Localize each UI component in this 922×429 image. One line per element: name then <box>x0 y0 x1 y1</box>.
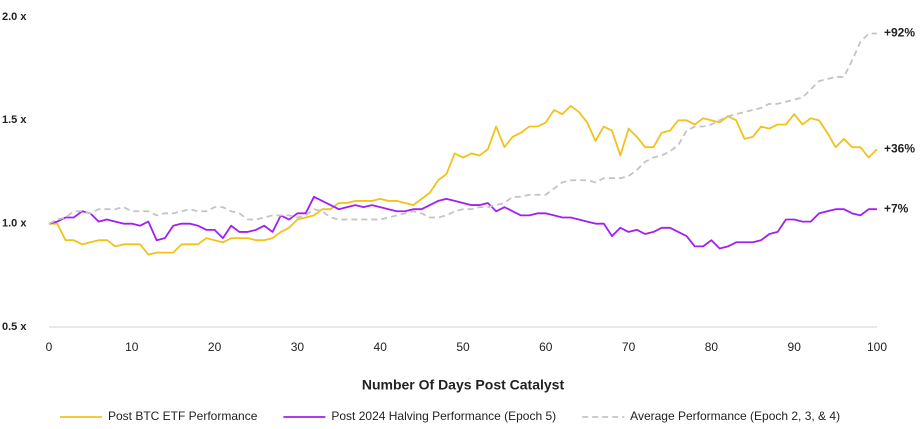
end-label: +7% <box>884 201 909 215</box>
x-tick-label: 50 <box>456 340 470 354</box>
x-tick-label: 10 <box>125 340 139 354</box>
x-tick-label: 90 <box>788 340 802 354</box>
x-tick-label: 20 <box>208 340 222 354</box>
x-tick-label: 80 <box>705 340 719 354</box>
x-tick-label: 40 <box>374 340 388 354</box>
y-tick-label: 1.0 x <box>2 218 27 230</box>
series-line <box>49 104 878 256</box>
end-label: +92% <box>884 26 915 40</box>
x-tick-label: 100 <box>867 340 887 354</box>
x-axis-title: Number Of Days Post Catalyst <box>362 377 565 393</box>
legend-label: Post 2024 Halving Performance (Epoch 5) <box>331 409 556 423</box>
y-tick-label: 1.5 x <box>2 114 27 126</box>
series-line <box>48 32 877 225</box>
series-line <box>48 195 877 250</box>
y-tick-label: 0.5 x <box>2 321 27 333</box>
x-tick-label: 70 <box>622 340 636 354</box>
end-label: +36% <box>884 141 915 155</box>
x-tick-label: 30 <box>291 340 305 354</box>
legend-label: Post BTC ETF Performance <box>108 409 258 423</box>
x-tick-label: 60 <box>539 340 553 354</box>
x-tick-label: 0 <box>46 340 53 354</box>
legend-label: Average Performance (Epoch 2, 3, & 4) <box>630 409 840 423</box>
y-tick-label: 2.0 x <box>2 11 27 23</box>
